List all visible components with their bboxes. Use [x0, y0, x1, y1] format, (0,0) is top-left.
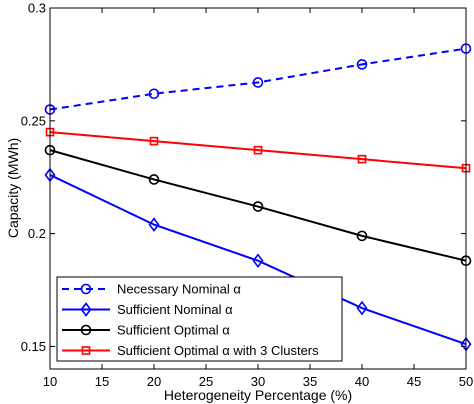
data-point [148, 174, 160, 185]
x-tick-label: 15 [95, 374, 109, 389]
plot-frame [49, 7, 467, 370]
data-point [356, 230, 368, 242]
data-point [356, 59, 368, 70]
x-tick-label: 40 [355, 374, 369, 389]
series-line [49, 131, 467, 170]
legend-label: Sufficient Optimal α with 3 Clusters [117, 343, 319, 358]
legend-swatch-marker [80, 283, 92, 295]
axis-ticks: 10 15 20 25 30 35 40 45 50 0.15 0.2 0.25 0.3 [21, 1, 474, 390]
x-tick-label: 20 [147, 374, 161, 389]
legend: Necessary Nominal α Sufficient Nominal α S… [56, 276, 343, 362]
x-tick-label: 30 [251, 374, 265, 389]
data-point [357, 154, 367, 164]
legend-swatch-marker [80, 324, 92, 336]
x-tick-label: 25 [199, 374, 213, 389]
x-axis-label: Heterogeneity Percentage (%) [164, 387, 352, 403]
legend-entry-sufficient-nominal: Sufficient Nominal α [62, 302, 233, 317]
legend-label: Sufficient Nominal α [117, 302, 233, 317]
legend-box [56, 276, 343, 362]
data-point [252, 201, 264, 212]
data-point [148, 217, 160, 232]
legend-entry-sufficient-optimal: Sufficient Optimal α [62, 323, 230, 338]
legend-label: Sufficient Optimal α [117, 323, 230, 338]
legend-entry-sufficient-optimal-with-3-clusters: Sufficient Optimal α with 3 Clusters [62, 343, 319, 358]
y-tick-label: 0.2 [28, 226, 46, 241]
y-axis-label: Capacity (MWh) [5, 138, 21, 238]
legend-label: Necessary Nominal α [117, 282, 241, 297]
series-line [49, 174, 467, 346]
x-tick-label: 50 [459, 374, 473, 389]
y-tick-label: 0.25 [21, 113, 46, 128]
data-point [149, 136, 159, 146]
data-point [356, 300, 368, 316]
x-tick-label: 10 [43, 374, 57, 389]
data-point [252, 77, 264, 88]
data-point [148, 88, 160, 100]
series-lines [44, 43, 472, 352]
y-tick-label: 0.15 [21, 339, 46, 354]
series-line [49, 47, 467, 111]
data-point [253, 145, 263, 155]
data-point [252, 253, 264, 269]
series-line [49, 149, 467, 262]
x-tick-label: 35 [303, 374, 317, 389]
x-tick-label: 45 [407, 374, 421, 389]
legend-swatch-marker [81, 346, 91, 355]
legend-swatch-marker [80, 302, 92, 317]
legend-entry-necessary-nominal: Necessary Nominal α [62, 282, 241, 297]
y-tick-label: 0.3 [28, 1, 46, 16]
series-sufficient-nominal [44, 167, 472, 352]
